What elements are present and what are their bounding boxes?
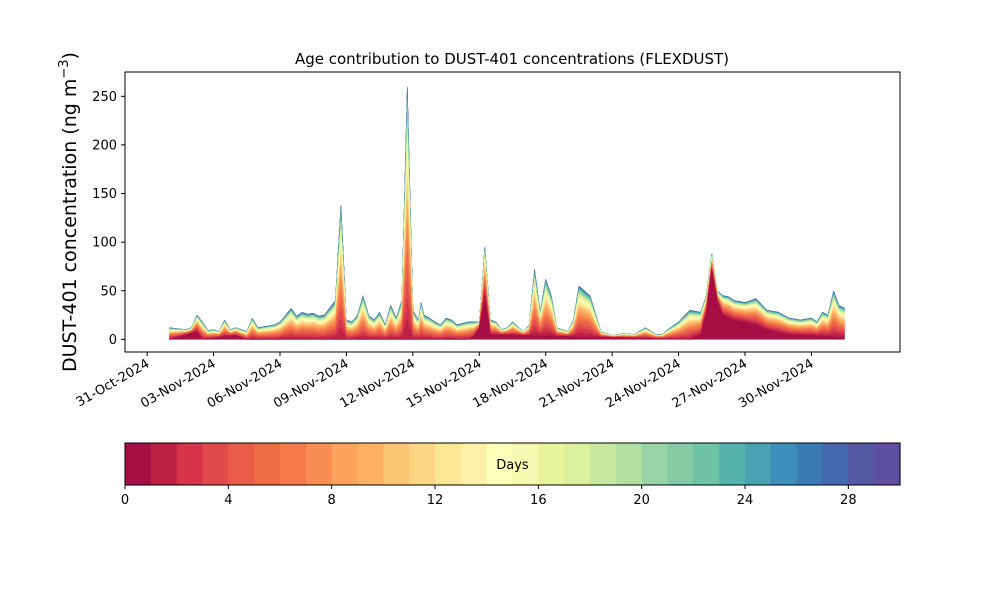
colorbar-swatch-23: [719, 443, 746, 485]
colorbar-swatch-14: [486, 443, 514, 485]
colorbar-swatch-3: [202, 443, 229, 485]
age-band-26-days: [169, 91, 845, 336]
age-band-27-days: [169, 89, 845, 336]
colorbar-swatch-21: [667, 443, 694, 485]
colorbar-swatch-26: [796, 443, 824, 485]
colorbar-tick-label-12: 12: [427, 493, 444, 508]
colorbar-swatch-19: [615, 443, 643, 485]
y-axis-label-close: ): [59, 52, 81, 59]
colorbar-swatch-1: [150, 443, 178, 485]
colorbar-swatch-22: [693, 443, 720, 485]
age-band-16-days: [169, 137, 845, 337]
colorbar-swatch-24: [745, 443, 772, 485]
colorbar-swatch-13: [460, 443, 488, 485]
age-band-24-days: [169, 96, 845, 336]
colorbar-swatch-18: [590, 443, 617, 485]
colorbar-swatch-16: [538, 443, 565, 485]
y-tick-label-0: 0: [109, 333, 117, 348]
age-band-22-days: [169, 104, 845, 336]
colorbar-swatch-5: [254, 443, 281, 485]
colorbar-swatch-27: [822, 443, 849, 485]
colorbar-swatch-2: [176, 443, 204, 485]
colorbar-swatch-11: [409, 443, 436, 485]
colorbar-tick-label-16: 16: [530, 493, 547, 508]
colorbar-swatch-29: [874, 443, 901, 485]
axes: 05010015020025031-Oct-202403-Nov-202406-…: [74, 71, 901, 411]
chart-title: Age contribution to DUST-401 concentrati…: [295, 50, 729, 68]
age-band-25-days: [169, 93, 845, 336]
colorbar-swatch-9: [357, 443, 384, 485]
colorbar: Days 0 4 8 12 16 20 24 28: [121, 442, 901, 508]
y-tick-label-50: 50: [100, 284, 117, 299]
colorbar-swatch-8: [331, 443, 359, 485]
y-tick-label-150: 150: [92, 187, 117, 202]
colorbar-swatch-10: [383, 443, 410, 485]
y-axis-label-text: DUST-401 concentration (ng m: [59, 79, 81, 372]
age-band-29-days: [169, 86, 845, 336]
colorbar-swatch-6: [280, 443, 307, 485]
colorbar-tick-label-8: 8: [328, 493, 336, 508]
age-band-23-days: [169, 100, 845, 336]
colorbar-tick-label-4: 4: [224, 493, 232, 508]
colorbar-frame: [124, 442, 901, 486]
colorbar-swatch-15: [512, 443, 539, 485]
colorbar-tick-label-28: 28: [840, 493, 857, 508]
colorbar-swatch-4: [228, 443, 255, 485]
colorbar-swatch-0: [125, 443, 152, 485]
colorbar-tick-label-0: 0: [121, 493, 129, 508]
age-band-28-days: [169, 88, 845, 336]
colorbar-tick-label-24: 24: [737, 493, 754, 508]
colorbar-label: Days: [496, 458, 529, 473]
age-band-21-days: [169, 109, 845, 336]
colorbar-swatch-28: [848, 443, 875, 485]
age-band-0-days: [169, 269, 845, 340]
colorbar-swatch-20: [641, 443, 669, 485]
y-tick-label-100: 100: [92, 236, 117, 251]
colorbar-swatch-25: [770, 443, 798, 485]
x-tick-label-2024-11-30: 30-Nov-2024: [736, 356, 816, 411]
colorbar-swatch-7: [305, 443, 333, 485]
colorbar-tick-label-20: 20: [633, 493, 650, 508]
plot-frame: [124, 71, 901, 353]
y-axis-label-exponent: −3: [57, 59, 72, 78]
colorbar-swatch-17: [564, 443, 591, 485]
y-tick-label-200: 200: [92, 138, 117, 153]
stacked-areas: [169, 86, 845, 340]
y-tick-label-250: 250: [92, 90, 117, 105]
colorbar-swatch-12: [435, 443, 462, 485]
y-axis-label: DUST-401 concentration (ng m−3): [57, 52, 81, 372]
